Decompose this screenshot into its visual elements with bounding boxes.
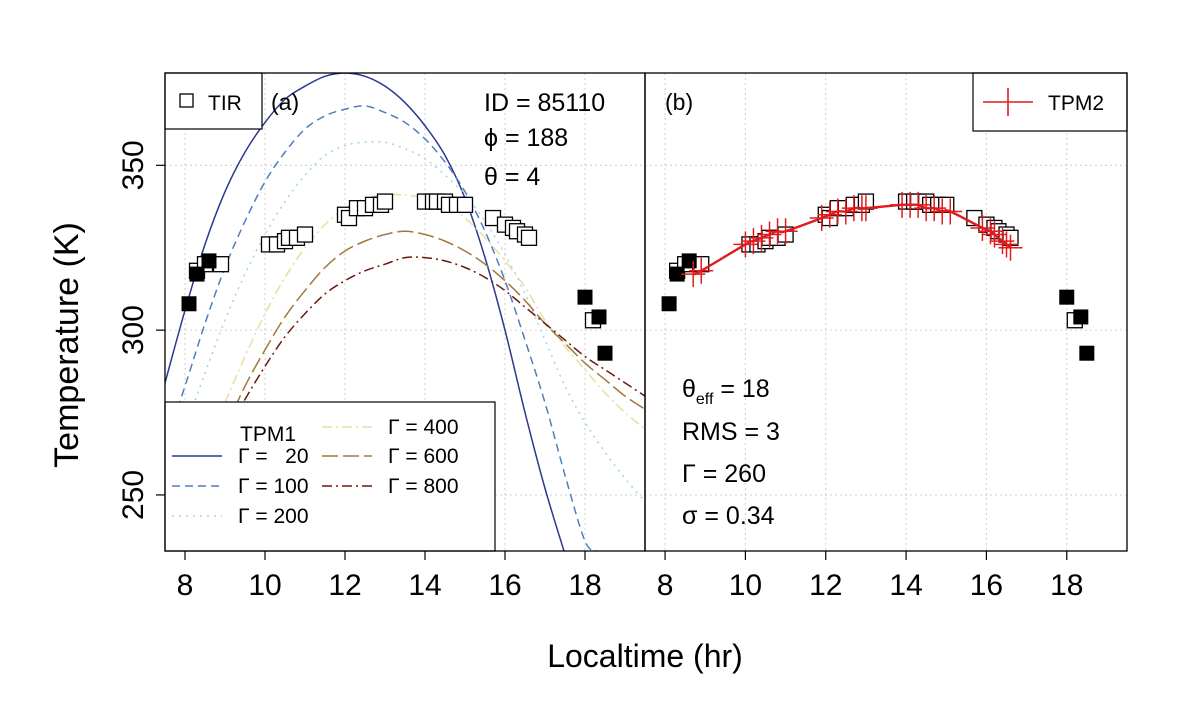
annotation-rms: RMS = 3: [682, 418, 780, 446]
panel-b-x-tick-label: 16: [970, 569, 1003, 602]
tpm1-legend-label-1: Γ = 100: [238, 475, 309, 498]
annotation-theta-eff: θeff = 18: [682, 375, 770, 408]
y-tick-label: 350: [117, 140, 150, 190]
panel-a-tir-point-filled: [201, 253, 217, 269]
y-tick-label: 300: [117, 305, 150, 355]
tpm1-curve-1: [165, 105, 598, 551]
panel-a-x-tick-label: 18: [568, 569, 601, 602]
panel-a-ticks: 8 10 12 14 16 18 250 300 350: [117, 140, 602, 602]
panel-a-tir-point-filled: [577, 289, 593, 305]
panel-a-x-tick-label: 10: [248, 569, 281, 602]
panel-a-observations: [181, 193, 613, 361]
panel-b-tir-point-filled: [1059, 289, 1075, 305]
tpm1-legend-label-5: Γ = 800: [388, 475, 459, 498]
panel-a-tir-point: [456, 196, 474, 214]
tir-legend: TIR: [164, 72, 263, 130]
annotation-sigma: σ = 0.34: [682, 502, 775, 530]
tpm1-legend-label-4: Γ = 600: [388, 445, 459, 468]
annotation-theta: θ = 4: [484, 163, 540, 191]
panel-a-tir-point: [520, 229, 538, 246]
tpm1-curve-5: [224, 256, 645, 436]
panel-b-ticks: 8 10 12 14 16 18: [657, 551, 1083, 602]
panel-b-grid: [645, 73, 1127, 551]
panel-b: 8 10 12 14 16 18 (b) TPM2 θeff = 18 RMS = 3 Γ…: [645, 72, 1128, 602]
panel-a-label: (a): [271, 89, 299, 115]
panel-b-tir-point-filled: [1073, 309, 1089, 325]
panel-b-tpm2-model: [681, 191, 1023, 288]
tpm1-legend: TPM1 Γ = 20 Γ = 100 Γ = 200 Γ = 400 Γ = 600 Γ…: [164, 401, 496, 552]
panel-b-x-tick-label: 8: [657, 569, 674, 602]
annotation-phi: ϕ = 188: [484, 124, 568, 152]
panel-b-label: (b): [665, 89, 693, 115]
panel-b-x-tick-label: 10: [729, 569, 762, 602]
panel-a-x-tick-label: 8: [177, 569, 194, 602]
panel-b-frame: [644, 72, 1128, 552]
theta-eff-value: = 18: [713, 375, 769, 403]
y-tick-label: 250: [117, 470, 150, 520]
theta-eff-subscript: eff: [696, 391, 714, 408]
x-axis-label: Localtime (hr): [547, 638, 743, 674]
panel-b-tir-point-filled: [1079, 345, 1095, 361]
annotation-gamma: Γ = 260: [682, 460, 766, 488]
panel-a-tir-point-filled: [189, 266, 205, 282]
panel-a-tir-point-filled: [181, 296, 197, 312]
y-axis-label: Temperature (K): [48, 222, 86, 468]
panel-a-tir-point-filled: [597, 345, 613, 361]
annotation-id: ID = 85110: [484, 89, 605, 117]
tpm1-legend-title: TPM1: [240, 423, 296, 446]
tpm2-legend-label: TPM2: [1048, 92, 1104, 115]
tpm1-legend-label-0: Γ = 20: [238, 445, 309, 468]
tpm1-legend-label-2: Γ = 200: [238, 505, 309, 528]
tpm1-curve-0: [165, 73, 565, 551]
panel-a-x-tick-label: 14: [408, 569, 441, 602]
panel-a-tir-point: [376, 193, 394, 210]
panel-a-x-tick-label: 16: [488, 569, 521, 602]
theta-eff-symbol: θ: [682, 375, 696, 403]
panel-a-tir-point-filled: [591, 309, 607, 325]
panel-b-x-tick-label: 14: [889, 569, 922, 602]
panel-b-tir-point-filled: [681, 253, 697, 269]
panel-a-x-tick-label: 12: [328, 569, 361, 602]
panel-a-tir-point: [296, 226, 314, 243]
tpm1-curve-4: [224, 230, 645, 430]
tpm1-legend-label-3: Γ = 400: [388, 416, 459, 439]
tir-legend-label: TIR: [208, 92, 242, 115]
tir-legend-symbol: [179, 93, 194, 108]
panel-b-x-tick-label: 18: [1050, 569, 1083, 602]
panel-b-x-tick-label: 12: [809, 569, 842, 602]
panel-b-tir-point-filled: [661, 296, 677, 312]
tpm2-legend: TPM2: [972, 72, 1128, 132]
panel-b-observations: [661, 193, 1095, 361]
